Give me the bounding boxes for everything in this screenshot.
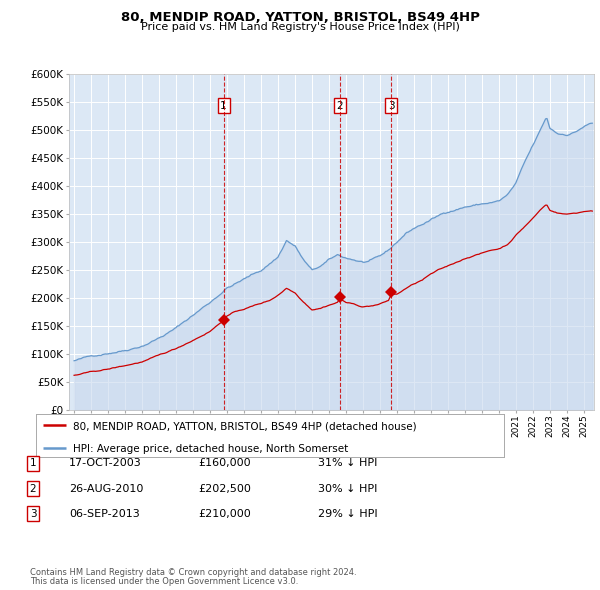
Text: 06-SEP-2013: 06-SEP-2013 [69,509,140,519]
Text: Contains HM Land Registry data © Crown copyright and database right 2024.: Contains HM Land Registry data © Crown c… [30,568,356,576]
Text: 30% ↓ HPI: 30% ↓ HPI [318,484,377,493]
Text: 17-OCT-2003: 17-OCT-2003 [69,458,142,468]
Text: £202,500: £202,500 [198,484,251,493]
Text: 3: 3 [29,509,37,519]
Text: £210,000: £210,000 [198,509,251,519]
Text: £160,000: £160,000 [198,458,251,468]
Text: Price paid vs. HM Land Registry's House Price Index (HPI): Price paid vs. HM Land Registry's House … [140,22,460,32]
Text: 2: 2 [29,484,37,493]
Text: 3: 3 [388,101,395,111]
Text: HPI: Average price, detached house, North Somerset: HPI: Average price, detached house, Nort… [73,444,349,454]
Text: 26-AUG-2010: 26-AUG-2010 [69,484,143,493]
Text: 1: 1 [29,458,37,468]
Text: 2: 2 [337,101,343,111]
Text: This data is licensed under the Open Government Licence v3.0.: This data is licensed under the Open Gov… [30,577,298,586]
Text: 1: 1 [220,101,227,111]
Text: 80, MENDIP ROAD, YATTON, BRISTOL, BS49 4HP: 80, MENDIP ROAD, YATTON, BRISTOL, BS49 4… [121,11,479,24]
Text: 80, MENDIP ROAD, YATTON, BRISTOL, BS49 4HP (detached house): 80, MENDIP ROAD, YATTON, BRISTOL, BS49 4… [73,421,417,431]
Text: 31% ↓ HPI: 31% ↓ HPI [318,458,377,468]
Text: 29% ↓ HPI: 29% ↓ HPI [318,509,377,519]
